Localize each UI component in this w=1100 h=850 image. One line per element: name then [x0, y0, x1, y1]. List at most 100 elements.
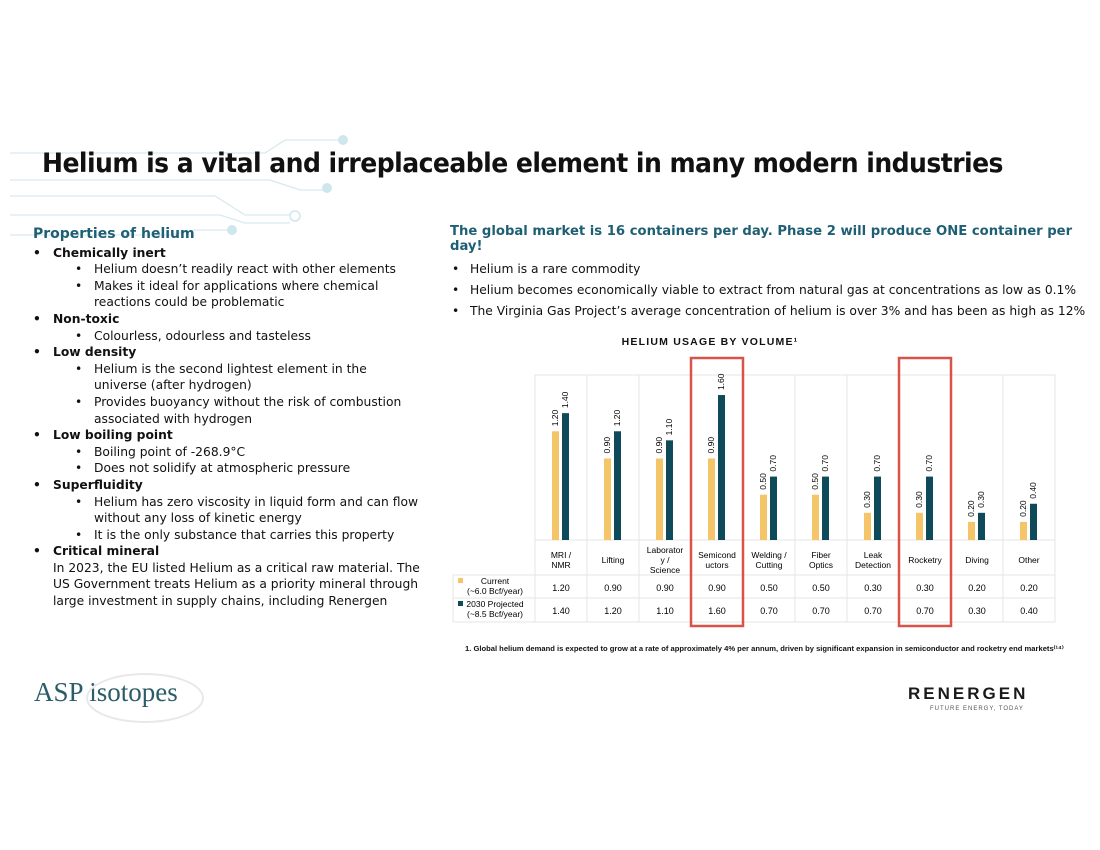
property-detail: Helium is the second lightest element in…	[33, 361, 423, 394]
table-cell: 0.90	[604, 583, 622, 593]
properties-heading: Properties of helium	[33, 226, 195, 242]
data-label: 0.70	[768, 455, 778, 472]
table-cell: 0.70	[864, 606, 882, 616]
bar-current	[708, 458, 715, 540]
category-label: MRI / NMR	[551, 550, 572, 570]
data-label: 0.90	[602, 437, 612, 454]
table-cell: 0.50	[760, 583, 778, 593]
property-detail: Helium doesn’t readily react with other …	[33, 261, 423, 278]
bar-projected	[822, 476, 829, 540]
category-label: Rocketry	[908, 555, 942, 565]
market-bullet: Helium is a rare commodity	[450, 259, 1090, 280]
property-label: Non-toxic	[33, 311, 423, 328]
category-label: Semicond uctors	[698, 550, 736, 570]
market-heading: The global market is 16 containers per d…	[450, 224, 1073, 254]
table-cell: 1.20	[552, 583, 570, 593]
bar-projected	[562, 413, 569, 540]
data-label: 0.90	[706, 437, 716, 454]
table-cell: 1.10	[656, 606, 674, 616]
data-label: 0.50	[758, 473, 768, 490]
property-paragraph: In 2023, the EU listed Helium as a criti…	[53, 560, 420, 609]
table-cell: 0.90	[708, 583, 726, 593]
bar-current	[864, 512, 871, 540]
table-cell: 0.20	[1020, 583, 1038, 593]
data-label: 0.70	[820, 455, 830, 472]
data-label: 1.20	[550, 409, 560, 426]
category-label: Laborator y / Science	[647, 545, 684, 575]
table-cell: 0.20	[968, 583, 986, 593]
legend-swatch	[458, 578, 463, 583]
table-cell: 0.40	[1020, 606, 1038, 616]
bar-current	[968, 521, 975, 540]
table-cell: 0.30	[864, 583, 882, 593]
data-label: 1.40	[560, 391, 570, 408]
renergen-tagline: FUTURE ENERGY, TODAY	[930, 706, 1024, 712]
bar-current	[656, 458, 663, 540]
bar-current	[604, 458, 611, 540]
table-cell: 0.70	[812, 606, 830, 616]
bar-projected	[770, 476, 777, 540]
slide-title: Helium is a vital and irreplaceable elem…	[42, 148, 1004, 179]
highlight-box	[897, 356, 953, 628]
highlight-box	[689, 356, 745, 628]
data-label: 0.20	[1018, 500, 1028, 517]
category-label: Welding / Cutting	[751, 550, 787, 570]
data-label: 0.50	[810, 473, 820, 490]
property-label: Low boiling point	[33, 427, 423, 444]
legend-label: 2030 Projected (~8.5 Bcf/year)	[466, 599, 523, 619]
bar-projected	[614, 431, 621, 540]
category-label: Leak Detection	[855, 550, 891, 570]
data-label: 1.60	[716, 373, 726, 390]
data-label: 0.30	[862, 491, 872, 508]
property-label: Chemically inert	[33, 245, 423, 262]
data-label: 0.40	[1028, 482, 1038, 499]
category-label: Fiber Optics	[809, 550, 833, 570]
bar-current	[1020, 521, 1027, 540]
property-detail: Helium has zero viscosity in liquid form…	[33, 494, 423, 527]
table-cell: 1.40	[552, 606, 570, 616]
renergen-logo: RENERGEN	[908, 684, 1029, 703]
bar-current	[916, 512, 923, 540]
bar-current	[812, 494, 819, 540]
circuit-decoration	[10, 135, 348, 236]
table-cell: 0.70	[916, 606, 934, 616]
table-cell: 1.20	[604, 606, 622, 616]
data-label: 0.70	[872, 455, 882, 472]
market-bullet: Helium becomes economically viable to ex…	[450, 280, 1090, 301]
table-cell: 0.30	[916, 583, 934, 593]
bar-projected	[926, 476, 933, 540]
bar-projected	[978, 512, 985, 540]
property-label: Superfluidity	[33, 477, 423, 494]
table-cell: 0.90	[656, 583, 674, 593]
bar-projected	[666, 440, 673, 540]
market-panel: The global market is 16 containers per d…	[450, 224, 1090, 322]
property-detail: It is the only substance that carries th…	[33, 527, 423, 544]
asp-isotopes-logo: ASP isotopes	[34, 673, 204, 723]
category-label: Other	[1018, 555, 1039, 565]
data-label: 0.90	[654, 437, 664, 454]
category-label: Diving	[965, 555, 989, 565]
chart-title: HELIUM USAGE BY VOLUME¹	[621, 336, 799, 348]
category-label: Lifting	[602, 555, 625, 565]
property-detail: Makes it ideal for applications where ch…	[33, 278, 423, 311]
data-label: 0.70	[924, 455, 934, 472]
legend-swatch	[458, 601, 463, 606]
property-detail: Provides buoyancy without the risk of co…	[33, 394, 423, 427]
bar-current	[552, 431, 559, 540]
table-cell: 0.50	[812, 583, 830, 593]
table-cell: 0.30	[968, 606, 986, 616]
bar-current	[760, 494, 767, 540]
data-label: 0.30	[976, 491, 986, 508]
bar-projected	[1030, 503, 1037, 540]
bar-projected	[874, 476, 881, 540]
data-label: 0.20	[966, 500, 976, 517]
property-detail: Colourless, odourless and tasteless	[33, 328, 423, 345]
property-label: Critical mineral	[33, 543, 423, 560]
property-label: Low density	[33, 344, 423, 361]
table-cell: 1.60	[708, 606, 726, 616]
legend-label: Current (~6.0 Bcf/year)	[467, 576, 523, 596]
table-cell: 0.70	[760, 606, 778, 616]
data-label: 0.30	[914, 491, 924, 508]
